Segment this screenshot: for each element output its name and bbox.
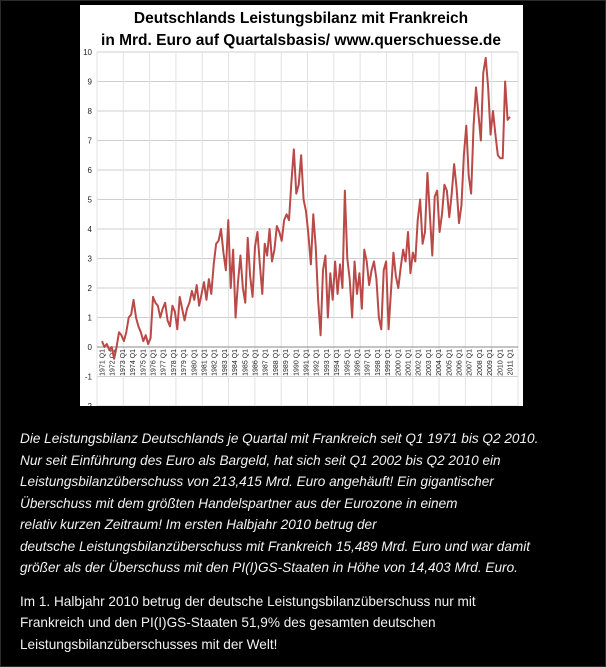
y-tick-label: 4 bbox=[88, 225, 93, 234]
caption-line: Überschuss mit dem größten Handelspartne… bbox=[20, 495, 458, 511]
x-tick-label: 1980 Q1 bbox=[191, 349, 198, 376]
x-tick-label: 2005 Q1 bbox=[446, 349, 453, 376]
y-tick-label: 2 bbox=[88, 284, 93, 293]
x-tick-label: 1974 Q1 bbox=[130, 349, 137, 376]
x-tick-label: 1986 Q1 bbox=[253, 349, 260, 376]
x-tick-label: 1981 Q1 bbox=[202, 349, 209, 376]
caption-line: Nur seit Einführung des Euro als Bargeld… bbox=[20, 452, 501, 468]
series-line bbox=[101, 56, 511, 360]
x-tick-label: 1982 Q1 bbox=[212, 349, 219, 376]
x-tick-label: 2006 Q1 bbox=[457, 349, 464, 376]
caption-line: Im 1. Halbjahr 2010 betrug der deutsche … bbox=[20, 593, 476, 609]
x-tick-label: 2003 Q1 bbox=[426, 349, 433, 376]
chart-image: Deutschlands Leistungsbilanz mit Frankre… bbox=[80, 5, 523, 406]
chart-title: Deutschlands Leistungsbilanz mit Frankre… bbox=[134, 10, 468, 27]
y-axis: -2 -1 0 1 2 3 4 5 6 7 8 9 10 bbox=[83, 48, 92, 406]
y-tick-label: -1 bbox=[85, 373, 93, 382]
y-tick-label: 9 bbox=[88, 78, 93, 87]
caption-line: relativ kurzen Zeitraum! Im ersten Halbj… bbox=[20, 517, 377, 532]
x-tick-label: 1987 Q1 bbox=[263, 349, 270, 376]
y-tick-label: 1 bbox=[88, 314, 93, 323]
y-tick-label: 8 bbox=[88, 107, 93, 116]
x-tick-label: 2011 Q1 bbox=[508, 349, 515, 375]
x-tick-label: 1992 Q1 bbox=[314, 349, 321, 376]
y-tick-label: 5 bbox=[88, 196, 93, 205]
x-tick-label: 2010 Q1 bbox=[497, 349, 504, 376]
y-tick-label: 0 bbox=[88, 343, 93, 352]
x-axis: 1971 Q1 1972 Q1 1973 Q1 1974 Q1 1975 Q1 1976 … bbox=[100, 349, 515, 376]
x-tick-label: 1997 Q1 bbox=[365, 349, 372, 376]
y-tick-label: 7 bbox=[88, 137, 93, 146]
x-tick-label: 2004 Q1 bbox=[436, 349, 443, 376]
x-tick-label: 1984 Q1 bbox=[232, 349, 239, 376]
x-tick-label: 1978 Q1 bbox=[171, 349, 178, 376]
x-tick-label: 1975 Q1 bbox=[140, 349, 147, 376]
x-tick-label: 1972 Q1 bbox=[110, 349, 117, 376]
x-tick-label: 1999 Q1 bbox=[385, 349, 392, 376]
caption-line: Leistungsbilanzüberschusses mit der Welt… bbox=[20, 636, 278, 652]
x-tick-label: 2001 Q1 bbox=[406, 349, 413, 376]
y-tick-label: 6 bbox=[88, 166, 93, 175]
y-tick-label: -2 bbox=[85, 402, 93, 406]
chart-subtitle: in Mrd. Euro auf Quartalsbasis/ www.quer… bbox=[101, 32, 501, 49]
x-tick-label: 2002 Q1 bbox=[416, 349, 423, 376]
x-tick-label: 2000 Q1 bbox=[395, 349, 402, 376]
x-tick-label: 1989 Q1 bbox=[283, 349, 290, 376]
caption-paragraph-1: Die Leistungsbilanz Deutschlands je Quar… bbox=[20, 428, 595, 579]
caption-line: Die Leistungsbilanz Deutschlands je Quar… bbox=[20, 431, 539, 446]
x-tick-label: 1976 Q1 bbox=[151, 349, 158, 376]
x-tick-label: 2009 Q1 bbox=[487, 349, 494, 376]
caption-line: Leistungsbilanzüberschuss von 213,415 Mr… bbox=[20, 474, 494, 489]
x-tick-label: 2007 Q1 bbox=[467, 349, 474, 376]
caption-paragraph-2: Im 1. Halbjahr 2010 betrug der deutsche … bbox=[20, 591, 595, 656]
x-tick-label: 1983 Q1 bbox=[222, 349, 229, 376]
x-tick-label: 2008 Q1 bbox=[477, 349, 484, 376]
x-tick-label: 1979 Q1 bbox=[181, 349, 188, 376]
y-tick-label: 10 bbox=[83, 48, 92, 57]
article-text: Die Leistungsbilanz Deutschlands je Quar… bbox=[20, 428, 595, 655]
x-tick-label: 1985 Q1 bbox=[242, 349, 249, 376]
caption-line: deutsche Leistungsbilanzüberschuss mit F… bbox=[20, 538, 531, 554]
x-tick-label: 1994 Q1 bbox=[334, 349, 341, 376]
x-tick-label: 1998 Q1 bbox=[375, 349, 382, 376]
x-tick-label: 1993 Q1 bbox=[324, 349, 331, 376]
x-tick-label: 1990 Q1 bbox=[293, 349, 300, 376]
caption-line: größer als der Überschuss mit den PI(I)G… bbox=[20, 560, 518, 575]
chart: Deutschlands Leistungsbilanz mit Frankre… bbox=[83, 10, 519, 406]
x-tick-label: 1973 Q1 bbox=[120, 349, 127, 376]
y-tick-label: 3 bbox=[88, 255, 93, 264]
x-tick-label: 1988 Q1 bbox=[273, 349, 280, 376]
x-tick-label: 1995 Q1 bbox=[344, 349, 351, 376]
series-layer bbox=[101, 56, 511, 360]
caption-line: Frankreich und den PI(I)GS-Staaten 51,9%… bbox=[20, 615, 436, 630]
x-tick-label: 1971 Q1 bbox=[100, 349, 107, 376]
x-tick-label: 1991 Q1 bbox=[304, 349, 311, 376]
x-tick-label: 1996 Q1 bbox=[355, 349, 362, 376]
x-tick-label: 1977 Q1 bbox=[161, 349, 168, 376]
